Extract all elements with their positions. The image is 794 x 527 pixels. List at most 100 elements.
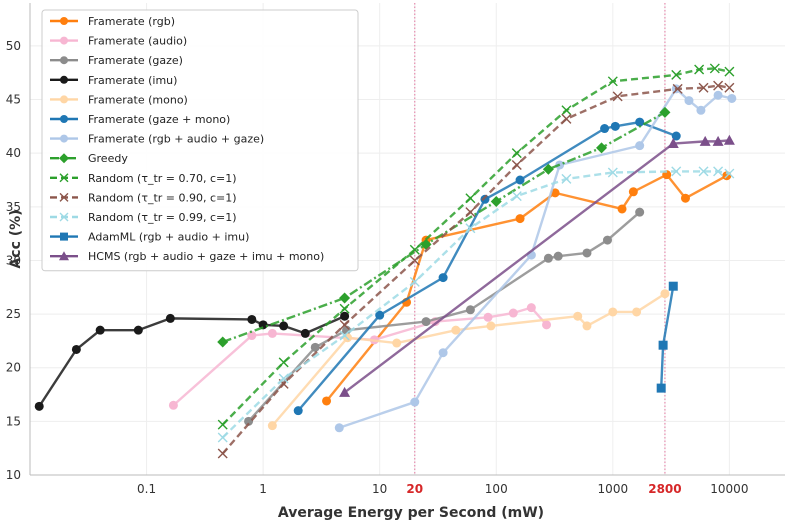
data-point <box>438 273 448 283</box>
data-point <box>596 142 608 154</box>
y-tick-label: 40 <box>6 146 21 160</box>
data-point <box>421 317 431 327</box>
legend-label: Framerate (mono) <box>88 93 188 106</box>
series <box>293 117 681 416</box>
legend-label: AdamML (rgb + audio + imu) <box>88 231 249 244</box>
data-point <box>465 223 476 234</box>
data-point <box>508 308 518 318</box>
series-line <box>325 173 728 402</box>
ticks: 10 15 20 25 30 35 40 45 50 0.1 1 10 20 100 1000 2800 100… <box>6 39 749 496</box>
data-point <box>438 348 448 358</box>
data-point <box>659 106 671 118</box>
data-point <box>465 193 476 204</box>
legend-entry: Framerate (rgb + audio + gaze) <box>50 133 264 146</box>
x-tick-label: 2800 <box>648 482 681 496</box>
data-point <box>339 319 350 330</box>
data-point <box>451 325 461 335</box>
legend-entry: HCMS (rgb + audio + gaze + imu + mono) <box>50 250 324 263</box>
legend-label: Random (τ_tr = 0.70, c=1) <box>88 172 237 185</box>
data-point <box>607 76 618 87</box>
data-point <box>60 134 68 143</box>
data-point <box>515 175 525 185</box>
legend-label: Framerate (gaze + mono) <box>88 113 230 126</box>
data-point <box>244 416 254 426</box>
data-point <box>511 159 522 170</box>
series-line <box>271 292 666 427</box>
data-point <box>59 212 69 222</box>
y-tick-label: 35 <box>6 200 21 214</box>
data-point <box>724 82 735 93</box>
data-point <box>409 276 420 287</box>
series-group <box>34 63 737 459</box>
data-point <box>671 131 681 141</box>
data-point <box>511 148 522 159</box>
x-tick-label: 1000 <box>598 482 629 496</box>
data-point <box>658 340 668 350</box>
y-tick-label: 30 <box>6 253 21 267</box>
data-point <box>680 193 690 203</box>
data-point <box>490 195 502 207</box>
legend-label: Framerate (imu) <box>88 74 177 87</box>
data-point <box>217 336 229 348</box>
data-point <box>480 194 490 204</box>
data-point <box>267 328 277 338</box>
legend-entry: AdamML (rgb + audio + imu) <box>50 231 249 244</box>
legend: Framerate (rgb) Framerate (audio) Framerat… <box>41 9 359 272</box>
data-point <box>59 173 69 183</box>
data-point <box>582 321 592 331</box>
data-point <box>553 251 563 261</box>
data-point <box>696 105 706 115</box>
data-point <box>713 80 724 91</box>
y-axis-label: Acc (%) <box>8 209 24 268</box>
y-tick-label: 20 <box>6 361 21 375</box>
data-point <box>59 251 69 261</box>
data-point <box>410 397 420 407</box>
data-point <box>278 357 289 368</box>
data-point <box>602 235 612 245</box>
data-point <box>60 56 68 65</box>
data-point <box>698 82 709 93</box>
data-point <box>279 321 289 331</box>
data-point <box>322 396 332 406</box>
data-point <box>694 64 705 75</box>
data-point <box>34 401 44 411</box>
legend-entry: Framerate (gaze) <box>50 54 183 67</box>
x-tick-label: 0.1 <box>137 482 156 496</box>
series <box>217 80 735 459</box>
data-point <box>511 191 522 202</box>
series <box>217 63 735 430</box>
data-point <box>550 188 560 198</box>
data-point <box>392 338 402 348</box>
legend-label: Framerate (rgb + audio + gaze) <box>88 133 264 146</box>
data-point <box>71 344 81 354</box>
data-point <box>465 305 475 315</box>
legend-entry: Framerate (mono) <box>50 93 188 106</box>
data-point <box>339 330 350 341</box>
legend-box <box>41 9 359 272</box>
legend-entry: Framerate (imu) <box>50 74 177 87</box>
legend-entry: Random (τ_tr = 0.70, c=1) <box>50 172 237 185</box>
series-line <box>38 315 346 408</box>
data-point <box>628 187 638 197</box>
data-point <box>60 36 68 45</box>
x-tick-label: 100 <box>485 482 508 496</box>
legend-label: Random (τ_tr = 0.90, c=1) <box>88 191 237 204</box>
series-line <box>221 170 730 439</box>
data-point <box>59 153 69 164</box>
data-point <box>59 192 69 202</box>
data-point <box>486 321 496 331</box>
series <box>334 84 737 433</box>
data-point <box>60 95 68 104</box>
data-point <box>168 400 178 410</box>
data-point <box>60 232 68 241</box>
data-point <box>278 373 289 384</box>
y-tick-label: 15 <box>6 414 21 428</box>
series <box>656 281 678 393</box>
data-point <box>60 17 68 25</box>
y-tick-label: 10 <box>6 468 21 482</box>
data-point <box>610 121 620 131</box>
data-point <box>573 311 583 321</box>
legend-entry: Random (τ_tr = 0.99, c=1) <box>50 211 237 224</box>
x-tick-label: 20 <box>406 482 423 496</box>
